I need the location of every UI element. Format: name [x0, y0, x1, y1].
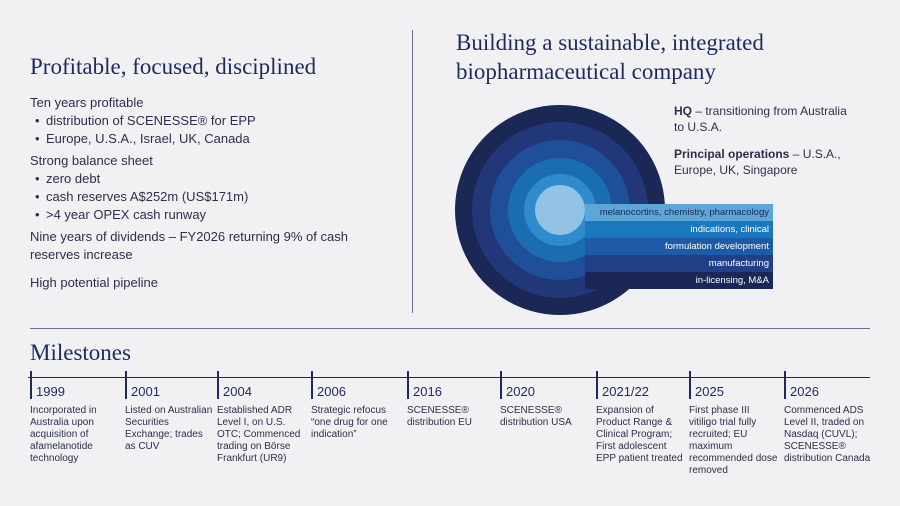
layer-label: formulation development [585, 238, 773, 255]
hq-text: – transitioning from Australia to U.S.A. [674, 104, 847, 134]
milestone-text: Expansion of Product Range & Clinical Pr… [596, 405, 683, 464]
milestone-year: 1999 [36, 384, 65, 399]
group: Nine years of dividends – FY2026 returni… [30, 228, 380, 264]
milestone-tick [217, 371, 219, 399]
left-title: Profitable, focused, disciplined [30, 54, 317, 79]
milestone-year: 2001 [131, 384, 160, 399]
right-title: Building a sustainable, integrated bioph… [456, 28, 764, 86]
group: Strong balance sheet zero debtcash reserv… [30, 152, 380, 224]
ops-text: – U.S.A., Europe, UK, Singapore [674, 147, 841, 177]
operations: Principal operations – U.S.A., Europe, U… [674, 146, 854, 178]
left-body: Ten years profitable distribution of SCEN… [30, 94, 380, 296]
timeline [28, 377, 870, 378]
title-line: biopharmaceutical company [456, 59, 716, 84]
milestone-year: 2025 [695, 384, 724, 399]
bullet: zero debt [30, 170, 380, 188]
group-heading: High potential pipeline [30, 275, 158, 290]
ops-label: Principal operations [674, 147, 790, 161]
divider [412, 30, 413, 313]
milestone-tick [689, 371, 691, 399]
milestone-year: 2004 [223, 384, 252, 399]
milestone-text: Established ADR Level I, on U.S. OTC; Co… [217, 405, 301, 464]
milestone-year: 2020 [506, 384, 535, 399]
milestone-tick [30, 371, 32, 399]
group: High potential pipeline [30, 274, 380, 292]
bullet: >4 year OPEX cash runway [30, 206, 380, 224]
hq: HQ – transitioning from Australia to U.S… [674, 103, 854, 135]
milestone-text: SCENESSE® distribution EU [407, 405, 473, 428]
milestone-text: Commenced ADS Level II, traded on Nasdaq… [784, 405, 871, 464]
milestone-tick [596, 371, 598, 399]
bullet: Europe, U.S.A., Israel, UK, Canada [30, 130, 380, 148]
hq-label: HQ [674, 104, 692, 118]
milestone-tick [407, 371, 409, 399]
milestone-text: Strategic refocus “one drug for one indi… [311, 405, 388, 440]
milestone-tick [784, 371, 786, 399]
layer-label: melanocortins, chemistry, pharmacology [585, 204, 773, 221]
milestones-title: Milestones [30, 340, 131, 365]
group-heading: Strong balance sheet [30, 153, 153, 168]
milestone-tick [311, 371, 313, 399]
bullet: distribution of SCENESSE® for EPP [30, 112, 380, 130]
milestone-text: Listed on Australian Securities Exchange… [125, 405, 213, 452]
group: Ten years profitable distribution of SCEN… [30, 94, 380, 148]
group-heading: Nine years of dividends – FY2026 returni… [30, 229, 348, 262]
milestone-tick [500, 371, 502, 399]
separator [30, 328, 870, 329]
core [535, 185, 585, 235]
milestone-year: 2016 [413, 384, 442, 399]
milestone-tick [125, 371, 127, 399]
milestone-text: SCENESSE® distribution USA [500, 405, 572, 428]
milestone-year: 2021/22 [602, 384, 649, 399]
milestone-text: First phase III vitiligo trial fully rec… [689, 405, 778, 476]
title-line: Building a sustainable, integrated [456, 30, 764, 55]
bullet: cash reserves A$252m (US$171m) [30, 188, 380, 206]
layer-label: indications, clinical [585, 221, 773, 238]
layer-label: manufacturing [585, 255, 773, 272]
milestone-year: 2026 [790, 384, 819, 399]
milestone-year: 2006 [317, 384, 346, 399]
milestone-text: Incorporated in Australia upon acquisiti… [30, 405, 97, 464]
group-heading: Ten years profitable [30, 95, 144, 110]
layer-label: in-licensing, M&A [585, 272, 773, 289]
